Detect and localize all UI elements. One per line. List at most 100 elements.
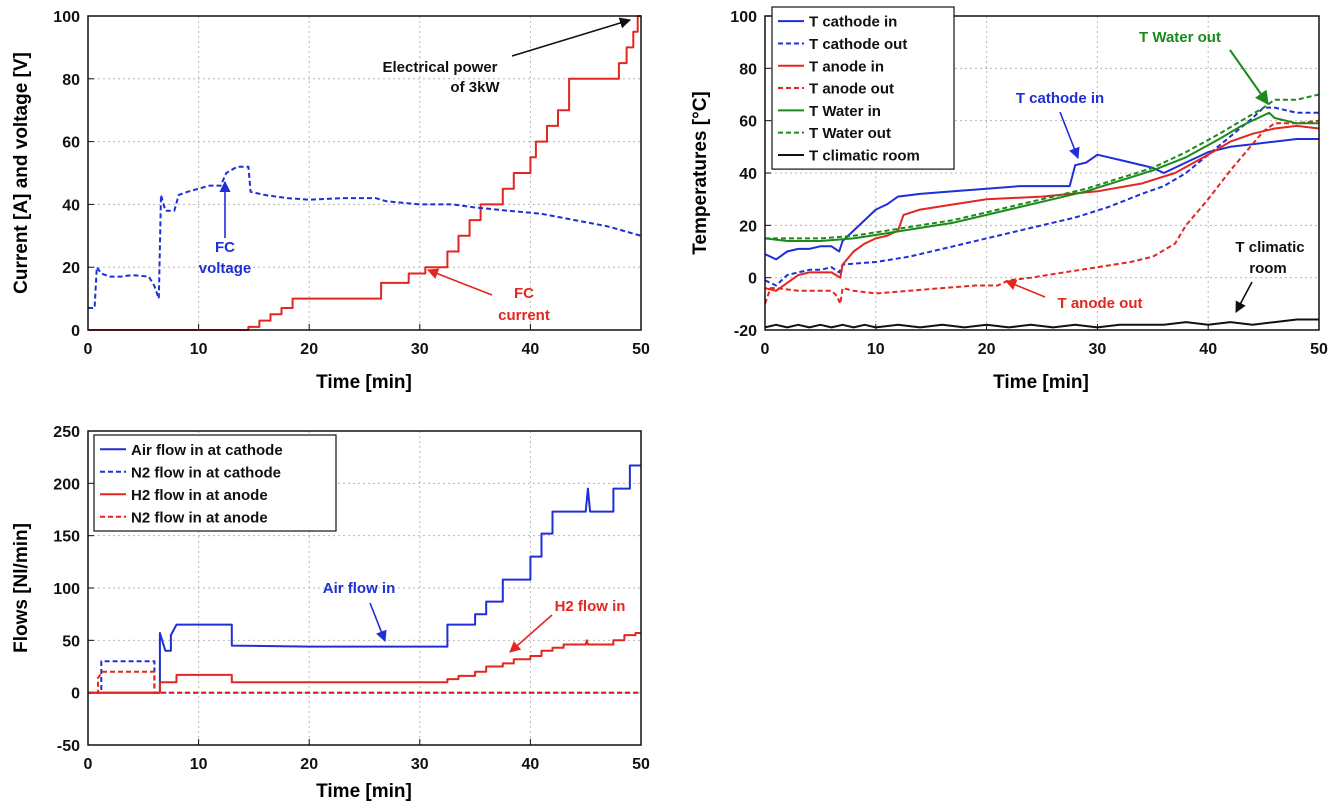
x-tick-label: 0 — [761, 341, 770, 358]
x-tick-label: 30 — [411, 756, 429, 773]
series-line-3 — [88, 670, 641, 694]
series-line-3 — [764, 119, 1320, 305]
legend-label: Air flow in at cathode — [131, 442, 283, 459]
y-tick-label: 20 — [739, 218, 757, 235]
y-tick-label: 50 — [62, 633, 80, 650]
x-tick-label: 30 — [1089, 341, 1107, 358]
annotation-fc-current-line2: current — [498, 307, 550, 324]
x-tick-label: 50 — [1310, 341, 1328, 358]
annotation-fc-current-line1: FC — [514, 285, 534, 302]
annotation-fc-voltage-line1: FC — [215, 239, 235, 256]
series-line-2 — [764, 124, 1320, 292]
arrow-h2-flow — [509, 614, 553, 653]
y-tick-label: 60 — [739, 114, 757, 131]
x-tick-labels: 0 10 20 30 40 50 — [84, 341, 650, 358]
series-line-6 — [764, 318, 1319, 329]
series-line-1 — [764, 106, 1319, 287]
x-tick-label: 0 — [84, 341, 93, 358]
legend-box — [93, 434, 337, 532]
plot-lines — [88, 464, 641, 694]
y-tick-label: 40 — [739, 166, 757, 183]
y-tick-label: 0 — [71, 686, 80, 703]
x-tick-label: 40 — [522, 756, 540, 773]
y-tick-label: 0 — [71, 323, 80, 340]
arrow-cathode-in — [1059, 111, 1080, 160]
series-line-0 — [88, 464, 641, 694]
x-tick-labels: 0 10 20 30 40 50 — [84, 756, 650, 773]
y-tick-label: 250 — [53, 424, 80, 441]
arrow-air-flow — [369, 602, 387, 643]
x-tick-label: 30 — [411, 341, 429, 358]
legend-label: T climatic room — [809, 147, 920, 164]
legend-label: N2 flow in at anode — [131, 509, 268, 526]
x-axis-label: Time [min] — [316, 372, 412, 393]
current-voltage-chart: 0 10 20 30 40 50 0 20 40 60 80 100 Time [min] Curr… — [11, 9, 650, 393]
x-axis-label: Time [min] — [993, 372, 1089, 393]
y-axis-label: Current [A] and voltage [V] — [11, 52, 32, 294]
x-tick-label: 10 — [190, 756, 208, 773]
x-tick-labels: 0 10 20 30 40 50 — [761, 341, 1328, 358]
x-tick-label: 10 — [190, 341, 208, 358]
series-line-2 — [88, 632, 641, 694]
legend-label: T cathode out — [809, 36, 907, 53]
plot-frame — [87, 430, 642, 746]
annotation-anode-out: T anode out — [1058, 295, 1143, 312]
x-tick-label: 20 — [300, 341, 318, 358]
legend: T cathode in T cathode out T anode in T ano… — [771, 6, 955, 170]
y-tick-label: 200 — [53, 476, 80, 493]
x-tick-label: 0 — [84, 756, 93, 773]
series-line-0 — [764, 138, 1319, 261]
y-tick-label: -20 — [734, 323, 757, 340]
grid — [87, 15, 642, 331]
annotation-water-out: T Water out — [1139, 29, 1221, 46]
x-tick-label: 10 — [867, 341, 885, 358]
legend-label: N2 flow in at cathode — [131, 464, 281, 481]
arrow-anode-out — [1004, 279, 1046, 298]
x-tick-label: 50 — [632, 341, 650, 358]
y-tick-label: 100 — [53, 9, 80, 26]
series-line-0 — [88, 15, 641, 331]
annotation-air-flow: Air flow in — [323, 580, 396, 597]
series-line-1 — [88, 660, 641, 694]
annotation-h2-flow: H2 flow in — [555, 598, 626, 615]
y-tick-label: 150 — [53, 529, 80, 546]
annotation-power-line2: of 3kW — [450, 79, 500, 96]
x-tick-label: 40 — [1199, 341, 1217, 358]
y-tick-label: -50 — [57, 738, 80, 755]
x-tick-label: 40 — [522, 341, 540, 358]
y-tick-labels: -50 0 50 100 150 200 250 — [53, 424, 80, 755]
arrow-water-out — [1229, 49, 1269, 106]
x-axis-label: Time [min] — [316, 781, 412, 802]
y-tick-label: 40 — [62, 197, 80, 214]
legend: Air flow in at cathode N2 flow in at cath… — [93, 434, 337, 532]
legend-label: T Water out — [809, 125, 891, 142]
series-line-4 — [764, 111, 1319, 242]
annotation-climatic-line2: room — [1249, 260, 1287, 277]
annotation-climatic-line1: T climatic — [1235, 239, 1304, 256]
y-tick-labels: 0 20 40 60 80 100 — [53, 9, 80, 340]
annotation-fc-voltage-line2: voltage — [199, 260, 252, 277]
annotation-cathode-in: T cathode in — [1016, 90, 1104, 107]
y-tick-labels: -20 0 20 40 60 80 100 — [730, 9, 757, 340]
arrow-power — [511, 17, 632, 57]
y-tick-label: 100 — [730, 9, 757, 26]
arrow-fc-current — [426, 268, 493, 296]
arrow-climatic — [1235, 281, 1253, 313]
x-tick-label: 50 — [632, 756, 650, 773]
y-tick-label: 100 — [53, 581, 80, 598]
legend-label: H2 flow in at anode — [131, 487, 268, 504]
legend-label: T Water in — [809, 103, 881, 120]
series-line-1 — [88, 165, 642, 309]
plot-frame — [87, 15, 642, 331]
annotation-power-line1: Electrical power — [382, 59, 497, 76]
y-tick-label: 80 — [62, 72, 80, 89]
x-tick-label: 20 — [978, 341, 996, 358]
legend-label: T cathode in — [809, 14, 897, 31]
legend-label: T anode in — [809, 58, 884, 75]
plot-lines — [764, 93, 1320, 329]
y-tick-label: 20 — [62, 260, 80, 277]
y-axis-label: Flows [Nl/min] — [11, 523, 32, 653]
plot-frame — [764, 15, 1320, 331]
